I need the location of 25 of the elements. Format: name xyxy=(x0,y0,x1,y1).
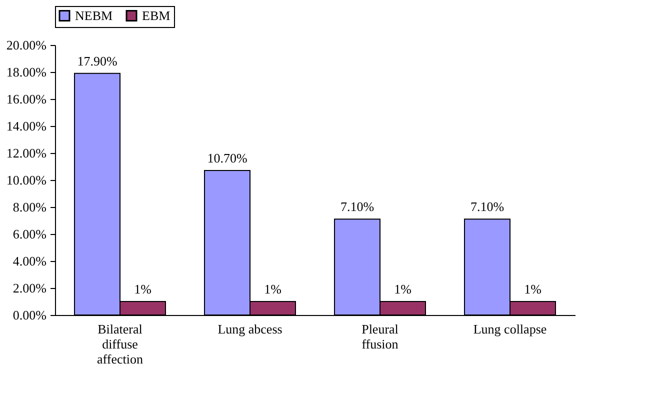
legend-label: NEBM xyxy=(75,8,113,23)
y-tick-label: 20.00% xyxy=(6,38,47,52)
x-tick-label: Bilateral diffuse affection xyxy=(97,322,144,366)
data-label: 7.10% xyxy=(470,199,504,214)
data-label: 1% xyxy=(524,282,542,296)
y-tick-label: 14.00% xyxy=(6,118,47,134)
y-tick-label: 0.00% xyxy=(12,308,47,322)
x-tick-label: Lung collapse xyxy=(473,322,547,336)
y-tick-label: 8.00% xyxy=(12,200,47,214)
x-tick-label: Lung abcess xyxy=(218,322,282,336)
data-label: 17.90% xyxy=(77,53,118,68)
x-tick-label: Pleural ffusion xyxy=(362,322,399,352)
data-label: 1% xyxy=(394,282,412,296)
y-tick-label: 2.00% xyxy=(12,280,47,296)
legend-label: EBM xyxy=(142,8,171,23)
y-tick-label: 4.00% xyxy=(12,254,47,268)
y-tick-label: 12.00% xyxy=(6,146,47,160)
y-tick-label: 10.00% xyxy=(6,172,47,188)
data-label: 7.10% xyxy=(340,199,374,214)
data-label: 1% xyxy=(134,282,152,296)
y-tick-label: 16.00% xyxy=(6,92,47,106)
y-tick-label: 18.00% xyxy=(6,64,47,80)
y-tick-label: 6.00% xyxy=(12,226,47,242)
data-label: 1% xyxy=(264,282,282,296)
data-label: 10.70% xyxy=(207,150,248,166)
